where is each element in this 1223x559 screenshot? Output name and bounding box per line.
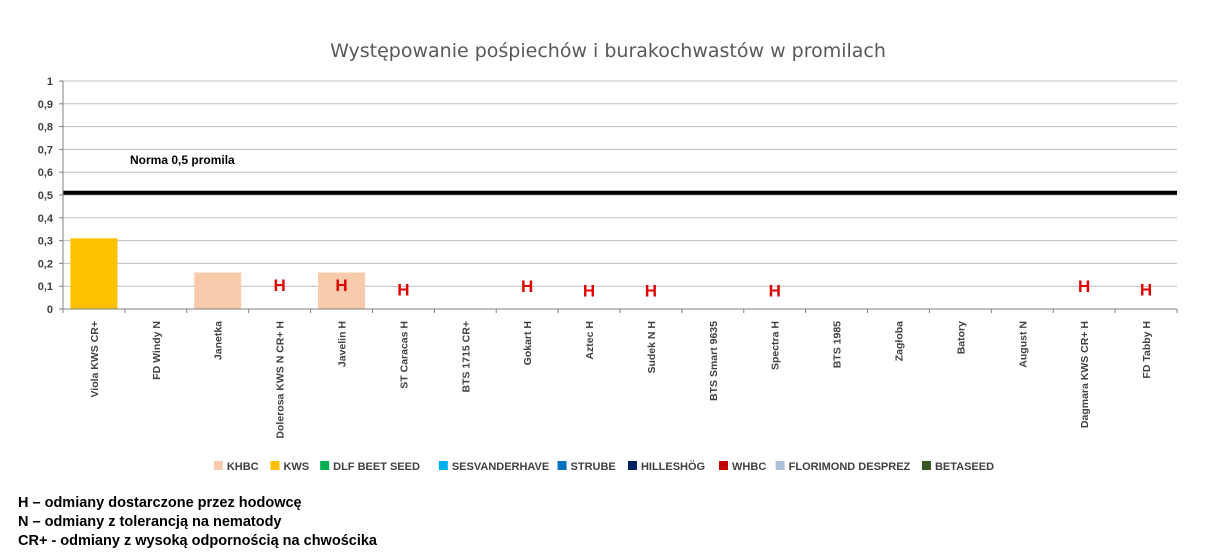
legend-label: KWS [283, 461, 309, 473]
y-tick-label: 0,8 [38, 122, 53, 134]
x-tick-label: Batory [955, 321, 967, 354]
x-tick-label: Sudek N H [646, 321, 658, 374]
legend-label: WHBC [732, 461, 766, 473]
y-tick-label: 0,9 [38, 99, 53, 111]
x-tick-label: August N [1017, 321, 1029, 368]
h-marker: H [521, 277, 533, 296]
x-tick-label: Dagmara KWS CR+ H [1079, 321, 1091, 428]
legend-swatch [627, 461, 637, 470]
y-tick-label: 0,5 [38, 190, 53, 202]
h-marker: H [583, 282, 595, 301]
bar [317, 272, 366, 309]
legend-label: BETASEED [935, 461, 994, 473]
legend-swatch [557, 461, 567, 470]
h-marker: H [273, 276, 285, 295]
x-tick-label: Javelin H [337, 321, 349, 367]
legend-label: STRUBE [571, 461, 616, 473]
norm-line-group: Norma 0,5 promila [63, 153, 1177, 195]
h-marker: H [1078, 277, 1090, 296]
norm-label: Norma 0,5 promila [130, 153, 235, 167]
x-tick-label: FD Tabby H [1141, 321, 1153, 379]
h-marker: H [645, 282, 657, 301]
bar [194, 272, 242, 309]
note-h: H – odmiany dostarczone przez hodowcę [18, 495, 302, 511]
y-tick-label: 0,3 [38, 236, 53, 248]
h-marker: H [1140, 280, 1152, 299]
x-tick-label: Viola KWS CR+ [89, 321, 101, 398]
y-tick-label: 0,1 [38, 281, 53, 293]
y-tick-label: 0,4 [38, 213, 54, 225]
legend-swatch [438, 461, 448, 470]
y-tick-label: 1 [47, 76, 53, 88]
legend-label: KHBC [227, 461, 259, 473]
y-tick-label: 0,2 [38, 258, 53, 270]
y-tick-label: 0 [47, 304, 53, 316]
legend-label: DLF BEET SEED [333, 461, 420, 473]
grid [63, 80, 1177, 310]
legend-label: HILLESHÖG [641, 460, 705, 473]
x-tick-label: Dolerosa KWS N CR+ H [275, 321, 287, 439]
legend-swatch [320, 461, 330, 470]
notes: H – odmiany dostarczone przez hodowcę N … [18, 494, 377, 551]
y-tick-label: 0,6 [38, 167, 53, 179]
legend-swatch [921, 461, 931, 470]
bar [70, 238, 118, 309]
h-marker: H [397, 280, 409, 299]
legend-swatch [719, 461, 729, 470]
chart-title: Występowanie pośpiechów i burakochwastów… [330, 40, 886, 62]
legend-swatch [775, 461, 785, 470]
x-tick-label: BTS 1715 CR+ [460, 321, 472, 393]
x-tick-label: Janetka [213, 321, 225, 360]
y-tick-label: 0,7 [38, 144, 53, 156]
legend-label: SESVANDERHAVE [452, 461, 549, 473]
x-axis: Viola KWS CR+ FD Windy N Janetka Dolerosa K… [62, 308, 1178, 439]
legend-swatch [213, 461, 223, 470]
x-tick-label: Aztec H [584, 321, 596, 360]
x-tick-label: FD Windy N [151, 321, 163, 380]
note-cr: CR+ - odmiany z wysoką odpornością na ch… [18, 533, 377, 549]
y-axis: 0 0,1 0,2 0,3 0,4 0,5 0,6 0,7 0,8 0,9 1 [38, 76, 64, 316]
x-tick-label: Spectra H [770, 321, 782, 370]
bars [70, 238, 366, 309]
x-tick-label: BTS Smart 9635 [708, 321, 720, 401]
h-marker: H [335, 276, 347, 295]
legend: KHBC KWS DLF BEET SEED SESVANDERHAVE STRUBE H… [213, 460, 994, 473]
x-tick-label: Zagłoba [894, 321, 906, 361]
x-tick-label: BTS 1985 [832, 321, 844, 368]
legend-label: FLORIMOND DESPREZ [789, 461, 911, 473]
chart: Występowanie pośpiechów i burakochwastów… [38, 40, 1178, 473]
h-marker: H [769, 282, 781, 301]
x-tick-label: Gokart H [522, 321, 534, 365]
note-n: N – odmiany z tolerancją na nematody [18, 514, 282, 530]
x-tick-label: ST Caracas H [398, 321, 410, 389]
legend-swatch [270, 461, 280, 470]
